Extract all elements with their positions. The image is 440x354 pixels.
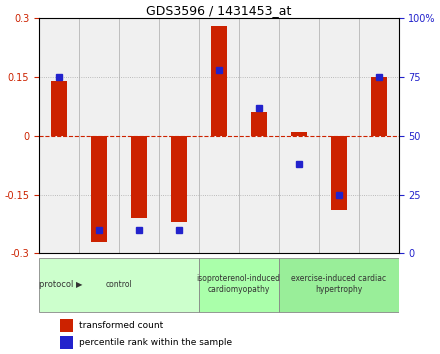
Bar [91,136,107,242]
Bar [51,81,67,136]
Bar [251,112,267,136]
Bar [331,136,347,210]
Text: percentile rank within the sample: percentile rank within the sample [79,338,232,347]
Text: control: control [106,280,132,289]
Bar [291,132,307,136]
Text: transformed count: transformed count [79,321,163,330]
Title: GDS3596 / 1431453_at: GDS3596 / 1431453_at [146,4,291,17]
Bar [171,136,187,222]
Bar [279,258,399,312]
Text: exercise-induced cardiac
hypertrophy: exercise-induced cardiac hypertrophy [291,274,386,294]
Text: isoproterenol-induced
cardiomyopathy: isoproterenol-induced cardiomyopathy [197,274,281,294]
Bar [131,136,147,218]
Bar [60,319,73,332]
Bar [60,336,73,349]
Bar [199,258,279,312]
Text: protocol ▶: protocol ▶ [39,280,83,289]
Bar [211,26,227,136]
Bar [39,258,199,312]
Bar [370,77,387,136]
